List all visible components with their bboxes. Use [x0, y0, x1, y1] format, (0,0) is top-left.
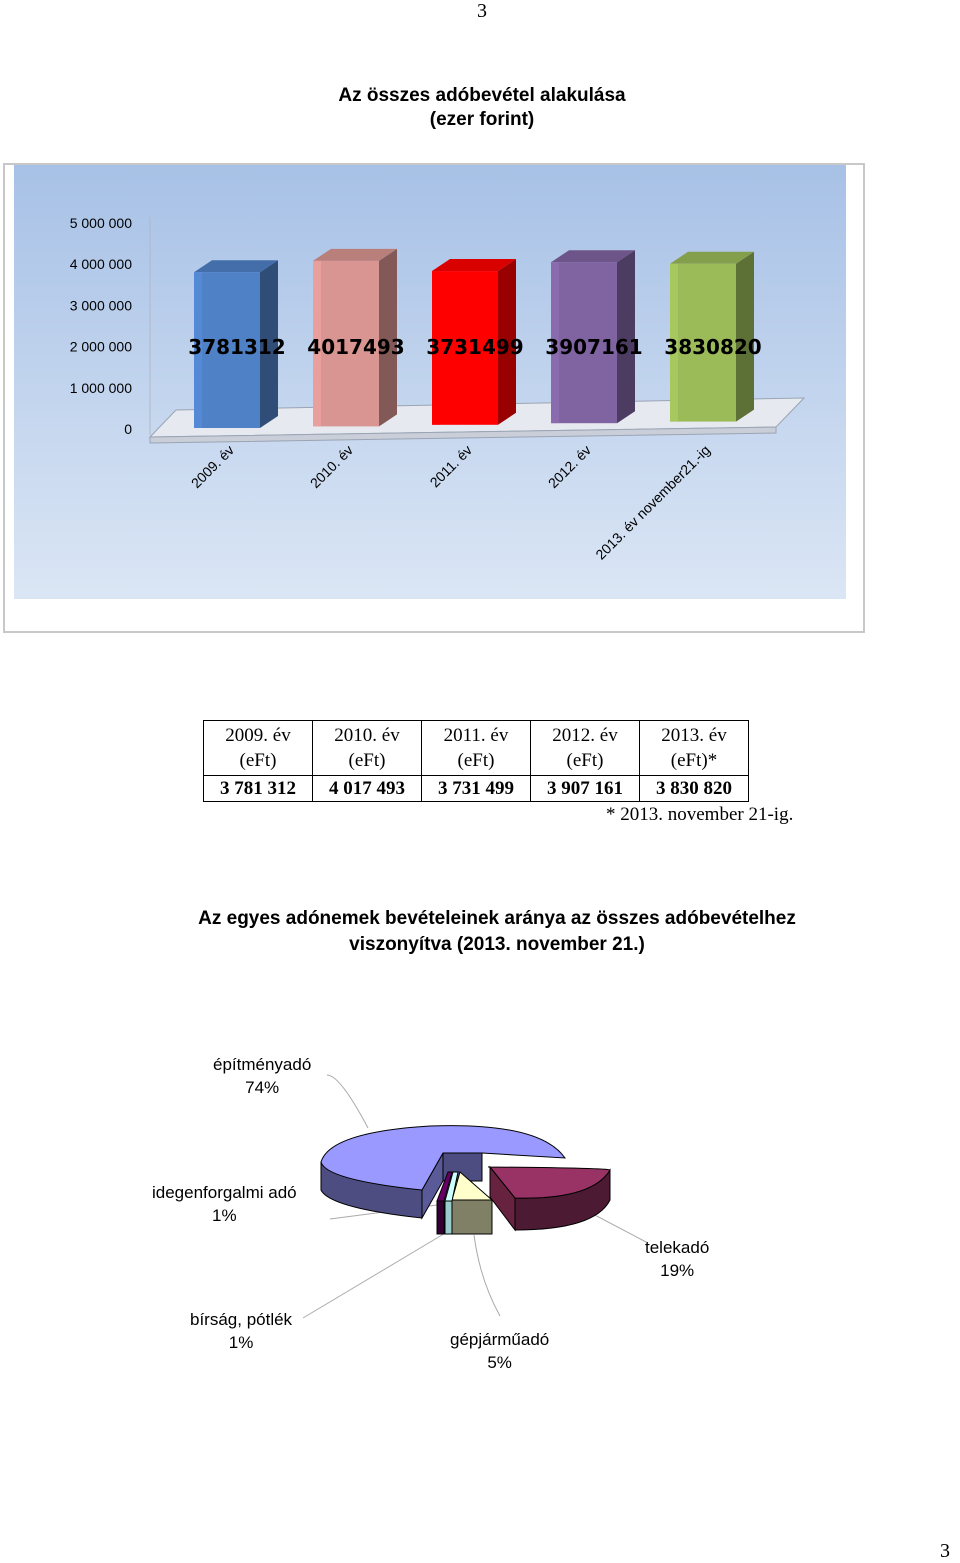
bar	[670, 251, 754, 422]
chart1-title-block: Az összes adóbevétel alakulása (ezer for…	[0, 84, 960, 132]
table-cell: 3 781 312	[203, 775, 313, 802]
bar	[432, 259, 516, 425]
page-number-bottom: 3	[940, 1540, 950, 1562]
pie-label-telekado: telekadó 19%	[645, 1238, 710, 1280]
table-cell: 3 731 499	[421, 775, 531, 802]
y-tick-label: 5 000 000	[70, 215, 132, 231]
pie-chart	[302, 1074, 649, 1319]
chart1-subtitle: (ezer forint)	[429, 109, 535, 130]
pie-slice-idegenforgalmi	[436, 1171, 453, 1235]
pie-label-gepjarmuado: gépjárműadó 5%	[450, 1330, 550, 1372]
bar-chart: 0 1 000 000 2 000 000 3 000 000 4 000 000 5 0…	[14, 165, 846, 599]
table-cell: 4 017 493	[312, 775, 422, 802]
y-tick-label: 3 000 000	[70, 297, 132, 313]
pie-label-epitmenyado: építményadó 74%	[213, 1055, 312, 1097]
revenue-table: 2009. év (eFt) 2010. év (eFt) 2011. év (eFt…	[203, 720, 749, 802]
table-header-row: 2009. év (eFt) 2010. év (eFt) 2011. év (eFt…	[203, 720, 749, 776]
page-number-top: 3	[477, 0, 487, 22]
pie-slice-gepjarmuado	[451, 1171, 494, 1235]
bar	[194, 260, 278, 428]
pie-slice-telekado	[487, 1165, 611, 1232]
chart2-title-block: Az egyes adónemek bevételeinek aránya az…	[0, 906, 960, 958]
table-header-cell: 2009. év (eFt)	[203, 720, 313, 776]
y-tick-label: 4 000 000	[70, 256, 132, 272]
pie-label-birsag: bírság, pótlék 1%	[190, 1310, 293, 1352]
leader-line	[473, 1234, 501, 1317]
bar-data-label: 3731499	[426, 335, 523, 359]
bar-data-label: 3781312	[188, 335, 285, 359]
table-cell: 3 830 820	[639, 775, 749, 802]
table-header-cell: 2010. év (eFt)	[312, 720, 422, 776]
leader-line	[326, 1074, 369, 1129]
leader-line	[302, 1231, 448, 1319]
table-footnote: * 2013. november 21-ig.	[606, 804, 794, 825]
chart1-title: Az összes adóbevétel alakulása	[338, 85, 626, 106]
y-tick-label: 2 000 000	[70, 339, 132, 355]
bar-data-label: 3830820	[664, 335, 761, 359]
y-tick-label: 1 000 000	[70, 380, 132, 396]
table-header-cell: 2013. év (eFt)*	[639, 720, 749, 776]
pie-label-idegenforgalmi: idegenforgalmi adó 1%	[152, 1183, 297, 1225]
pie-slice-epitmenyado	[320, 1125, 566, 1220]
bar-data-label: 3907161	[545, 335, 642, 359]
table-row: 3 781 312 4 017 493 3 731 499 3 907 161 …	[203, 775, 749, 802]
table-header-cell: 2011. év (eFt)	[421, 720, 531, 776]
pie-slice-birsag	[444, 1171, 459, 1235]
table-cell: 3 907 161	[530, 775, 640, 802]
y-tick-label: 0	[124, 421, 132, 437]
chart-floor-edge	[149, 426, 777, 444]
bar-data-label: 4017493	[307, 335, 404, 359]
bar	[551, 250, 635, 424]
table-header-cell: 2012. év (eFt)	[530, 720, 640, 776]
chart2-title-line1: Az egyes adónemek bevételeinek aránya az…	[198, 908, 796, 929]
bar	[313, 248, 397, 427]
chart2-title-line2: viszonyítva (2013. november 21.)	[349, 934, 645, 955]
